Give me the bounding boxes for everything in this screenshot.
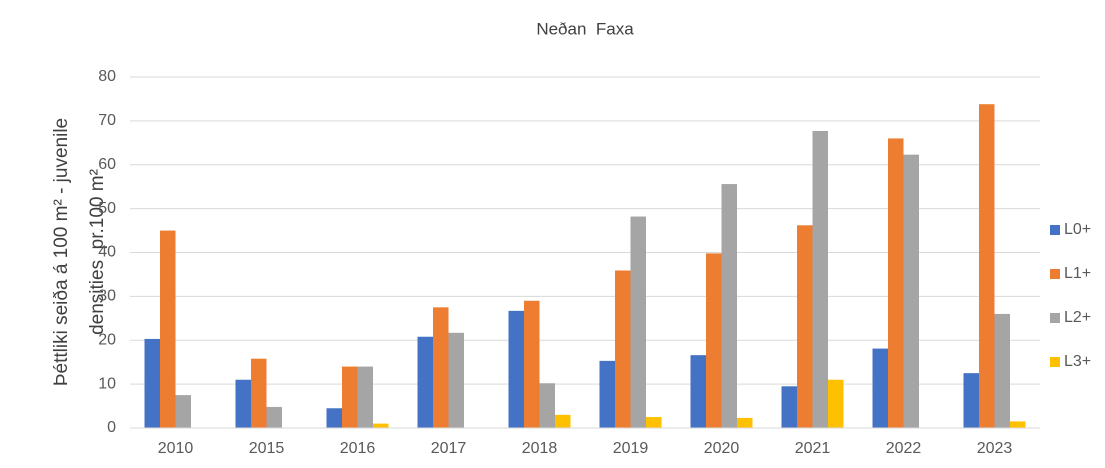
y-tick-label: 40 — [98, 244, 116, 261]
bar — [781, 386, 797, 428]
bar — [646, 417, 662, 428]
bar — [872, 348, 888, 428]
bar — [888, 138, 904, 429]
bar — [903, 154, 919, 428]
bar — [828, 379, 844, 428]
bar — [690, 355, 706, 428]
y-tick-label: 30 — [98, 288, 116, 305]
legend-swatch — [1050, 269, 1060, 279]
legend-label: L0+ — [1064, 221, 1091, 238]
y-axis-label: Þéttliki seiða á 100 m² - juvenile densi… — [51, 118, 108, 386]
y-axis-label-line: densities pr.100 m² — [87, 169, 108, 335]
x-tick-label: 2023 — [977, 440, 1013, 457]
bar — [721, 184, 737, 428]
x-tick-label: 2016 — [340, 440, 376, 457]
bar — [266, 406, 282, 428]
legend-label: L1+ — [1064, 265, 1091, 282]
y-tick-label: 10 — [98, 375, 116, 392]
y-tick-label: 50 — [98, 200, 116, 217]
x-tick-label: 2022 — [886, 440, 922, 457]
x-tick-label: 2018 — [522, 440, 558, 457]
bar — [630, 216, 646, 428]
bar — [615, 270, 631, 428]
bar — [175, 395, 191, 428]
bar — [524, 300, 540, 428]
y-tick-label: 60 — [98, 156, 116, 173]
bar — [555, 414, 571, 428]
bar — [357, 366, 373, 428]
x-tick-label: 2019 — [613, 440, 649, 457]
bar — [373, 423, 389, 428]
bar — [342, 366, 358, 428]
legend-label: L2+ — [1064, 309, 1091, 326]
bar — [797, 225, 813, 428]
y-tick-label: 70 — [98, 112, 116, 129]
bar — [812, 130, 828, 428]
chart-title: Neðan Faxa — [536, 19, 634, 38]
bar — [979, 104, 995, 428]
x-tick-label: 2017 — [431, 440, 467, 457]
bar — [160, 230, 176, 428]
bar — [994, 313, 1010, 428]
y-tick-label: 20 — [98, 331, 116, 348]
bar — [508, 310, 524, 428]
bar — [737, 417, 753, 428]
bar — [1010, 421, 1026, 428]
y-tick-label: 0 — [107, 419, 116, 436]
bar — [963, 373, 979, 428]
y-axis-label-line: Þéttliki seiða á 100 m² - juvenile — [51, 118, 72, 386]
bar — [251, 358, 267, 428]
x-tick-label: 2015 — [249, 440, 285, 457]
bar — [235, 379, 251, 428]
bar — [326, 408, 342, 428]
legend-swatch — [1050, 357, 1060, 367]
x-tick-label: 2020 — [704, 440, 740, 457]
legend-swatch — [1050, 313, 1060, 323]
bar — [433, 307, 449, 428]
y-tick-label: 80 — [98, 68, 116, 85]
legend-swatch — [1050, 225, 1060, 235]
bar — [706, 253, 722, 428]
x-tick-label: 2021 — [795, 440, 831, 457]
bar — [448, 332, 464, 428]
bar — [539, 383, 555, 428]
bar — [417, 336, 433, 428]
legend-label: L3+ — [1064, 353, 1091, 370]
bar — [599, 360, 615, 428]
bar — [144, 338, 160, 428]
x-tick-label: 2010 — [158, 440, 194, 457]
